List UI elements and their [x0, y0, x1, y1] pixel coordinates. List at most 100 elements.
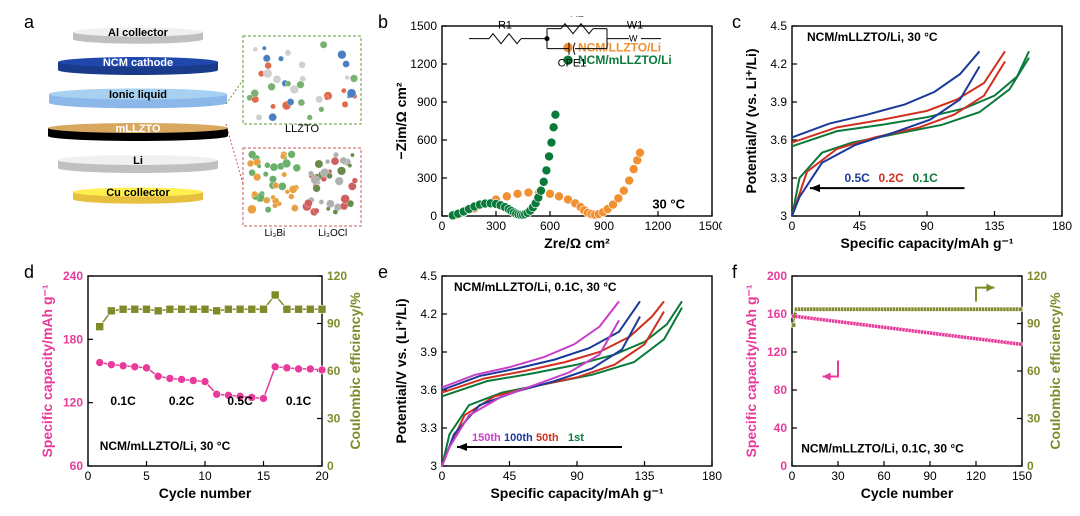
svg-text:0.5C: 0.5C: [845, 171, 871, 185]
svg-text:0: 0: [85, 469, 92, 483]
svg-text:1500: 1500: [699, 219, 722, 233]
svg-text:3.3: 3.3: [420, 421, 437, 435]
svg-text:Cu collector: Cu collector: [106, 187, 170, 199]
svg-text:Specific capacity/mAh g⁻¹: Specific capacity/mAh g⁻¹: [39, 284, 55, 457]
panel-label-f: f: [732, 262, 737, 283]
svg-text:Al collector: Al collector: [108, 27, 169, 39]
svg-text:15: 15: [257, 469, 271, 483]
svg-text:900: 900: [594, 219, 614, 233]
svg-text:1200: 1200: [645, 219, 672, 233]
svg-text:30: 30: [1027, 412, 1041, 426]
svg-text:45: 45: [853, 219, 867, 233]
panel-label-c: c: [732, 12, 741, 33]
svg-text:10: 10: [198, 469, 212, 483]
panel-label-e: e: [378, 262, 388, 283]
svg-text:150th: 150th: [472, 432, 501, 444]
svg-text:Specific capacity/mAh g⁻¹: Specific capacity/mAh g⁻¹: [743, 284, 759, 457]
svg-text:1200: 1200: [410, 57, 437, 71]
svg-text:NCM/mLLZTO/Li, 0.1C, 30 °C: NCM/mLLZTO/Li, 0.1C, 30 °C: [801, 442, 964, 456]
svg-text:240: 240: [63, 269, 83, 283]
svg-text:1500: 1500: [410, 19, 437, 33]
svg-text:3.3: 3.3: [770, 171, 787, 185]
svg-text:NCM/mLLZTO/Li, 0.1C, 30 °C: NCM/mLLZTO/Li, 0.1C, 30 °C: [454, 280, 617, 294]
svg-text:W1: W1: [627, 20, 644, 32]
svg-text:300: 300: [486, 219, 506, 233]
panel-label-a: a: [24, 12, 34, 33]
svg-text:0.1C: 0.1C: [110, 394, 136, 408]
svg-text:200: 200: [767, 269, 787, 283]
svg-text:Specific capacity/mAh g⁻¹: Specific capacity/mAh g⁻¹: [490, 485, 663, 501]
svg-text:3.9: 3.9: [770, 95, 787, 109]
svg-text:LLZTO: LLZTO: [285, 123, 319, 135]
svg-text:120: 120: [327, 269, 347, 283]
svg-text:Zre/Ω cm²: Zre/Ω cm²: [544, 235, 610, 251]
svg-text:0.1C: 0.1C: [286, 394, 312, 408]
svg-text:NCM/mLLZTO/Li, 30 °C: NCM/mLLZTO/Li, 30 °C: [807, 30, 938, 44]
svg-text:0.1C: 0.1C: [913, 171, 939, 185]
svg-text:40: 40: [774, 421, 788, 435]
svg-text:W: W: [629, 34, 638, 44]
panel-b-nyquist: 030060090012001500030060090012001500Zre/…: [392, 16, 722, 252]
svg-text:4.2: 4.2: [420, 307, 437, 321]
svg-text:300: 300: [417, 171, 437, 185]
svg-text:100th: 100th: [504, 432, 533, 444]
svg-text:Li: Li: [133, 155, 143, 167]
panel-c-rate-curves: 0 45 90 135 180 3 3.3 3.6 3.9 4.2 4.5 Specific capa…: [742, 16, 1072, 252]
svg-text:180: 180: [63, 332, 83, 346]
svg-text:600: 600: [540, 219, 560, 233]
svg-text:Cycle number: Cycle number: [861, 485, 954, 501]
svg-text:mLLZTO: mLLZTO: [115, 123, 160, 135]
svg-text:0.5C: 0.5C: [227, 394, 253, 408]
svg-text:3: 3: [780, 209, 787, 223]
svg-text:0: 0: [327, 459, 334, 473]
svg-text:R2: R2: [570, 16, 584, 20]
panel-label-d: d: [24, 262, 34, 283]
svg-text:0: 0: [439, 219, 446, 233]
svg-text:−Zim/Ω cm²: −Zim/Ω cm²: [393, 82, 409, 159]
svg-text:4.5: 4.5: [770, 19, 787, 33]
svg-text:180: 180: [1052, 219, 1072, 233]
svg-text:90: 90: [923, 469, 937, 483]
svg-text:600: 600: [417, 133, 437, 147]
svg-text:0: 0: [1027, 459, 1034, 473]
svg-text:1st: 1st: [568, 432, 584, 444]
svg-text:180: 180: [702, 469, 722, 483]
svg-text:NCM cathode: NCM cathode: [103, 57, 173, 69]
svg-text:3.6: 3.6: [770, 133, 787, 147]
svg-text:3: 3: [430, 459, 437, 473]
svg-text:Li₃OCl: Li₃OCl: [318, 228, 347, 239]
svg-text:Ionic liquid: Ionic liquid: [109, 89, 167, 101]
svg-text:30: 30: [831, 469, 845, 483]
panel-a-schematic: Al collector NCM cathode Ionic liquid mLLZT…: [38, 24, 372, 244]
svg-text:90: 90: [1027, 317, 1041, 331]
svg-text:3.9: 3.9: [420, 345, 437, 359]
svg-text:60: 60: [1027, 364, 1041, 378]
svg-text:NCM/mLLZTO/Li: NCM/mLLZTO/Li: [578, 53, 672, 67]
svg-text:Potential/V vs. (Li⁺/Li): Potential/V vs. (Li⁺/Li): [393, 298, 409, 443]
svg-text:120: 120: [1027, 269, 1047, 283]
svg-text:5: 5: [143, 469, 150, 483]
panel-f-cycling: 0306090120150040801201602000306090120Cyc…: [742, 266, 1072, 502]
svg-text:90: 90: [327, 317, 341, 331]
svg-text:0.2C: 0.2C: [169, 394, 195, 408]
svg-text:135: 135: [984, 219, 1004, 233]
svg-text:Potential/V (vs. Li⁺/Li): Potential/V (vs. Li⁺/Li): [743, 48, 759, 193]
panel-label-b: b: [378, 12, 388, 33]
svg-text:0: 0: [789, 469, 796, 483]
svg-text:4.2: 4.2: [770, 57, 787, 71]
svg-text:Specific capacity/mAh g⁻¹: Specific capacity/mAh g⁻¹: [840, 235, 1013, 251]
svg-text:R1: R1: [498, 20, 512, 32]
svg-text:0: 0: [789, 219, 796, 233]
svg-text:CPE1: CPE1: [558, 58, 587, 70]
svg-text:120: 120: [767, 345, 787, 359]
svg-text:45: 45: [503, 469, 517, 483]
svg-text:Coulombic efficiency/%: Coulombic efficiency/%: [1047, 292, 1063, 450]
svg-text:30: 30: [327, 412, 341, 426]
svg-text:3.6: 3.6: [420, 383, 437, 397]
svg-text:0: 0: [780, 459, 787, 473]
svg-text:60: 60: [70, 459, 84, 473]
svg-text:NCM/mLLZTO/Li, 30 °C: NCM/mLLZTO/Li, 30 °C: [100, 439, 231, 453]
svg-text:Li₃Bi: Li₃Bi: [264, 228, 285, 239]
svg-text:90: 90: [920, 219, 934, 233]
svg-text:160: 160: [767, 307, 787, 321]
